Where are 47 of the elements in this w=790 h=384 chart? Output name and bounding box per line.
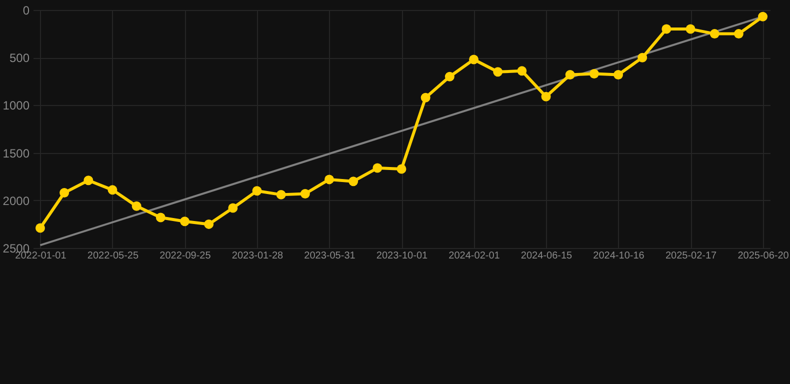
point [734,29,744,39]
point [324,174,334,184]
x-tick-label: 2025-02-17 [665,250,718,262]
point [372,163,382,173]
x-tick-label: 2023-01-28 [232,250,284,262]
x-tick-label: 2024-10-16 [593,250,645,262]
point [493,67,503,77]
point [84,176,94,186]
point [589,69,599,79]
point [348,176,358,186]
point [541,92,551,102]
x-tick-label: 2022-01-01 [15,250,67,262]
point [396,164,406,174]
point [276,190,286,200]
point [132,201,142,211]
x-tick-label: 2022-05-25 [87,250,139,262]
point [710,29,720,39]
point [517,66,527,76]
x-tick-label: 2023-05-31 [304,250,356,262]
y-tick-label: 1000 [2,98,30,113]
x-tick-label: 2023-10-01 [376,250,428,262]
point [638,52,648,62]
point [252,186,262,196]
point [614,70,624,80]
point [228,203,238,213]
point [758,12,768,22]
y-tick-label: 2000 [2,194,30,208]
point [686,24,696,34]
point [108,185,118,195]
x-tick-label: 2025-06-20 [738,250,790,262]
x-tick-label: 2022-09-25 [160,250,212,262]
point [156,212,166,222]
point [204,219,214,229]
y-tick-label: 1500 [2,146,30,160]
x-tick-label: 2024-06-15 [520,250,573,262]
point [662,24,672,34]
point [420,92,430,102]
point [35,223,45,233]
point [60,188,70,198]
point [565,70,575,80]
y-tick-label: 500 [9,51,30,66]
point [300,189,310,198]
x-tick-label: 2024-02-01 [448,250,500,262]
y-tick-label: 0 [22,4,30,18]
point [180,216,190,226]
point [469,54,478,64]
point [444,72,454,82]
